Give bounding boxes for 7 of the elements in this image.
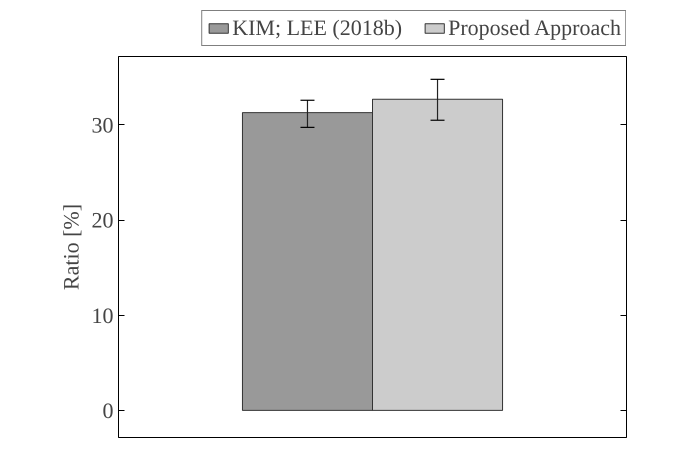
y-axis-title: Ratio [%] <box>58 204 84 290</box>
legend-label: Proposed Approach <box>448 15 621 41</box>
legend-label: KIM; LEE (2018b) <box>232 15 402 41</box>
y-tick-label: 10 <box>92 302 114 328</box>
y-tick-label: 20 <box>92 208 114 233</box>
y-tick-label: 0 <box>102 398 114 423</box>
y-tick-label: 30 <box>92 112 114 138</box>
